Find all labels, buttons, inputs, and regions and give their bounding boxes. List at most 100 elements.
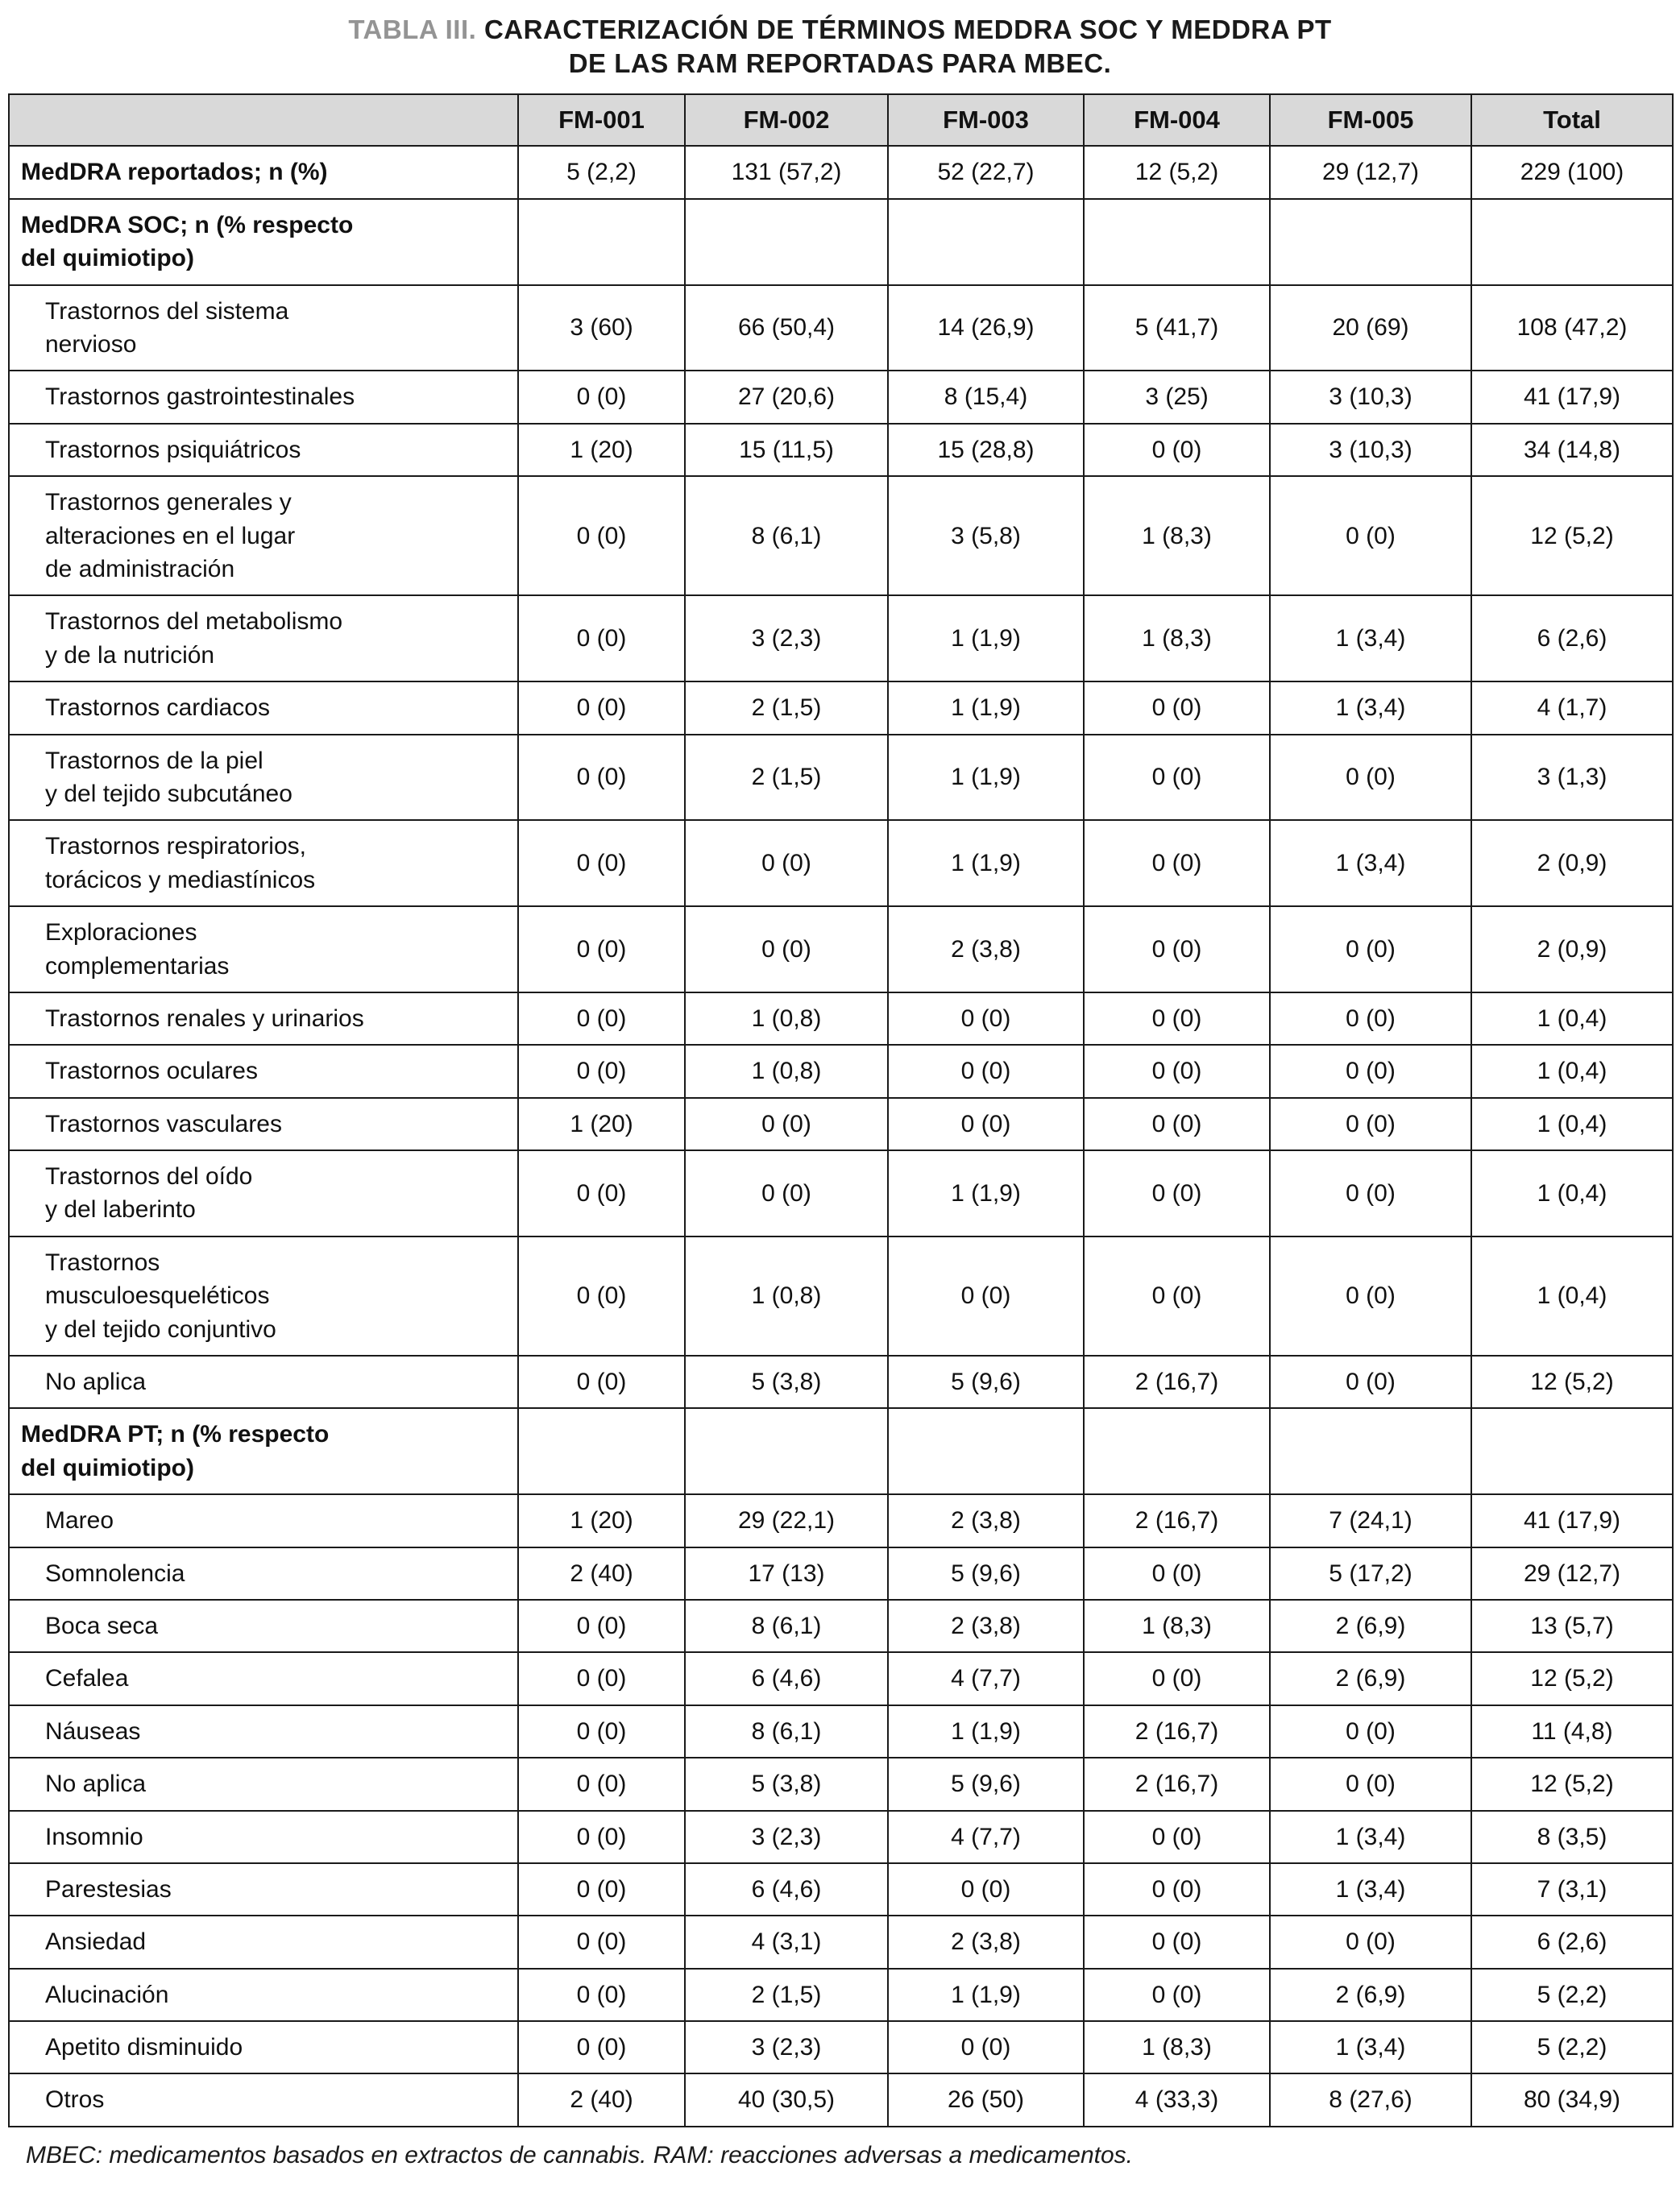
cell-value: 0 (0) (517, 1598, 686, 1654)
cell-value: 0 (0) (1269, 475, 1472, 597)
row-label: Mareo (8, 1493, 519, 1548)
column-header: FM-002 (684, 93, 889, 147)
cell-value: 1 (8,3) (1083, 1598, 1271, 1654)
cell-value: 0 (0) (1083, 1967, 1271, 2023)
cell-value: 8 (6,1) (684, 1598, 889, 1654)
cell-value: 1 (0,8) (684, 1235, 889, 1357)
cell-value: 29 (12,7) (1269, 145, 1472, 200)
table-row: Trastornos vasculares 1 (20) 0 (0) 0 (0) 0 (… (8, 1096, 1674, 1152)
row-label: Trastornos renales y urinarios (8, 991, 519, 1046)
table-row: Trastornos musculoesqueléticos y del tej… (8, 1235, 1674, 1357)
table-row: Parestesias 0 (0) 6 (4,6) 0 (0) 0 (0) 1 (3,4)… (8, 1862, 1674, 1917)
cell-value: 8 (6,1) (684, 1704, 889, 1759)
cell-value: 0 (0) (1269, 1149, 1472, 1237)
cell-value: 0 (0) (1083, 905, 1271, 993)
cell-value: 0 (0) (684, 1096, 889, 1152)
cell-value: 1 (8,3) (1083, 594, 1271, 683)
table-row: Mareo 1 (20) 29 (22,1) 2 (3,8) 2 (16,7) 7 (24… (8, 1493, 1674, 1548)
cell-value: 2 (3,8) (887, 905, 1085, 993)
row-label: No aplica (8, 1757, 519, 1812)
row-label: Trastornos vasculares (8, 1096, 519, 1152)
cell-value: 3 (60) (517, 284, 686, 372)
cell-value: 2 (16,7) (1083, 1704, 1271, 1759)
cell-value: 0 (0) (887, 1096, 1085, 1152)
cell-value (1471, 197, 1674, 286)
cell-value: 6 (4,6) (684, 1651, 889, 1706)
column-header: FM-003 (887, 93, 1085, 147)
cell-value: 0 (0) (517, 1757, 686, 1812)
cell-value: 0 (0) (517, 2020, 686, 2075)
cell-value: 5 (17,2) (1269, 1546, 1472, 1601)
cell-value: 4 (33,3) (1083, 2073, 1271, 2127)
row-label: Insomnio (8, 1809, 519, 1864)
cell-value: 2 (0,9) (1471, 819, 1674, 908)
row-label: Trastornos de la piel y del tejido subcu… (8, 733, 519, 822)
row-label: MedDRA SOC; n (% respecto del quimiotipo… (8, 197, 519, 286)
cell-value: 2 (16,7) (1083, 1493, 1271, 1548)
cell-value (517, 1407, 686, 1496)
cell-value: 0 (0) (684, 819, 889, 908)
row-label: Alucinación (8, 1967, 519, 2023)
cell-value (1083, 1407, 1271, 1496)
cell-value: 3 (2,3) (684, 2020, 889, 2075)
table-row: Somnolencia 2 (40) 17 (13) 5 (9,6) 0 (0) 5 (1… (8, 1546, 1674, 1601)
cell-value: 0 (0) (517, 1967, 686, 2023)
cell-value: 7 (3,1) (1471, 1862, 1674, 1917)
cell-value (887, 1407, 1085, 1496)
table-row: MedDRA PT; n (% respecto del quimiotipo) (8, 1407, 1674, 1496)
row-label: Náuseas (8, 1704, 519, 1759)
cell-value: 0 (0) (1083, 1546, 1271, 1601)
cell-value: 0 (0) (1269, 733, 1472, 822)
column-header: FM-004 (1083, 93, 1271, 147)
footnote: MBEC: medicamentos basados en extractos … (26, 2141, 1133, 2169)
cell-value: 0 (0) (517, 1915, 686, 1970)
cell-value: 0 (0) (1083, 681, 1271, 735)
cell-value: 4 (7,7) (887, 1651, 1085, 1706)
table-row: No aplica 0 (0) 5 (3,8) 5 (9,6) 2 (16,7) 0 (0… (8, 1355, 1674, 1410)
cell-value: 27 (20,6) (684, 370, 889, 425)
row-label: Boca seca (8, 1598, 519, 1654)
cell-value: 6 (2,6) (1471, 1915, 1674, 1970)
cell-value: 3 (1,3) (1471, 733, 1674, 822)
cell-value: 2 (6,9) (1269, 1651, 1472, 1706)
cell-value: 0 (0) (517, 1704, 686, 1759)
cell-value: 0 (0) (684, 1149, 889, 1237)
cell-value: 12 (5,2) (1471, 475, 1674, 597)
row-label: MedDRA reportados; n (%) (8, 145, 519, 200)
cell-value: 0 (0) (1269, 1757, 1472, 1812)
cell-value: 0 (0) (1083, 1044, 1271, 1099)
table-number-label: TABLA III. (348, 14, 477, 44)
cell-value: 5 (2,2) (1471, 2020, 1674, 2075)
cell-value: 1 (3,4) (1269, 2020, 1472, 2075)
row-label: Trastornos del oído y del laberinto (8, 1149, 519, 1237)
corner-cell (8, 93, 519, 147)
cell-value: 4 (1,7) (1471, 681, 1674, 735)
cell-value: 0 (0) (1083, 1862, 1271, 1917)
table-row: Trastornos renales y urinarios 0 (0) 1 (0,… (8, 991, 1674, 1046)
cell-value: 5 (2,2) (1471, 1967, 1674, 2023)
cell-value: 1 (1,9) (887, 733, 1085, 822)
cell-value: 1 (8,3) (1083, 2020, 1271, 2075)
row-label: Trastornos del metabolismo y de la nutri… (8, 594, 519, 683)
table-row: Apetito disminuido 0 (0) 3 (2,3) 0 (0) 1 (8,… (8, 2020, 1674, 2075)
row-label: Trastornos cardiacos (8, 681, 519, 735)
cell-value: 0 (0) (1269, 1355, 1472, 1410)
cell-value: 1 (3,4) (1269, 1862, 1472, 1917)
cell-value: 0 (0) (887, 991, 1085, 1046)
row-label: Trastornos gastrointestinales (8, 370, 519, 425)
cell-value: 12 (5,2) (1471, 1355, 1674, 1410)
table-row: Otros 2 (40) 40 (30,5) 26 (50) 4 (33,3) 8 (27… (8, 2073, 1674, 2127)
cell-value: 5 (9,6) (887, 1546, 1085, 1601)
cell-value: 0 (0) (517, 475, 686, 597)
cell-value: 0 (0) (1083, 1651, 1271, 1706)
cell-value: 41 (17,9) (1471, 1493, 1674, 1548)
cell-value: 12 (5,2) (1471, 1757, 1674, 1812)
cell-value: 2 (40) (517, 2073, 686, 2127)
row-label: Trastornos respiratorios, torácicos y me… (8, 819, 519, 908)
cell-value: 0 (0) (517, 1355, 686, 1410)
cell-value: 13 (5,7) (1471, 1598, 1674, 1654)
cell-value: 0 (0) (517, 819, 686, 908)
cell-value: 0 (0) (1083, 1809, 1271, 1864)
cell-value: 1 (1,9) (887, 819, 1085, 908)
cell-value: 2 (0,9) (1471, 905, 1674, 993)
